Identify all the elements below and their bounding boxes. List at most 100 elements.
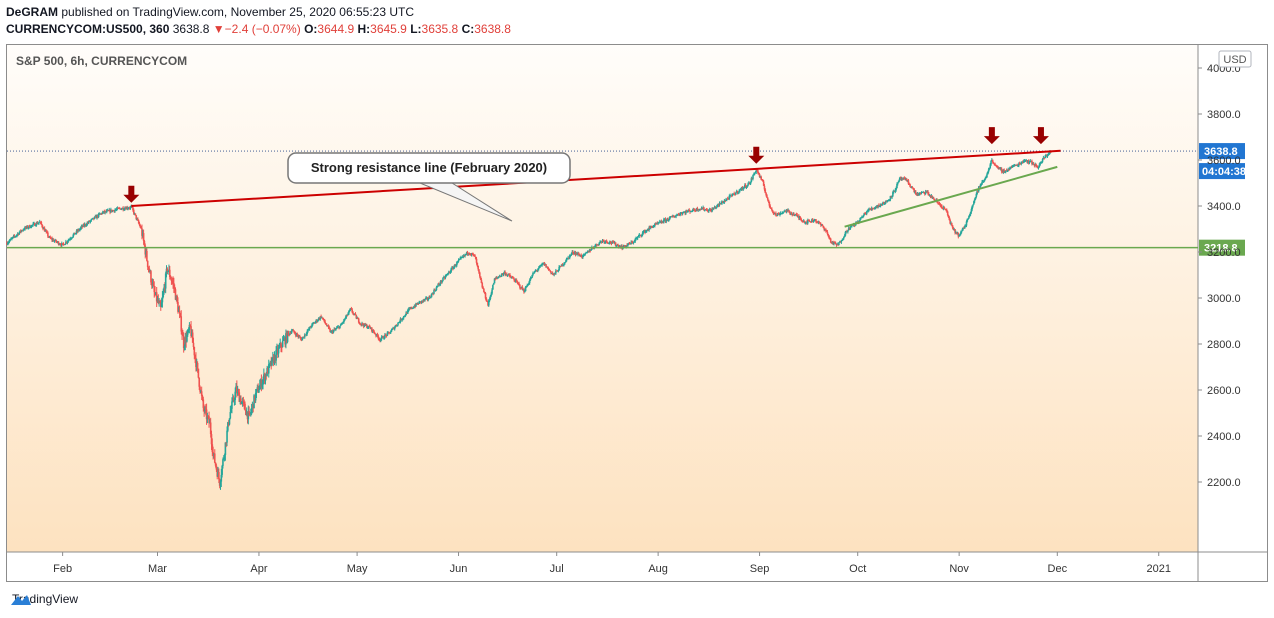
- bull-candle: [964, 226, 966, 229]
- bear-candle: [1036, 166, 1039, 169]
- bear-candle: [775, 213, 777, 216]
- bull-candle: [712, 207, 715, 210]
- bear-candle: [323, 319, 326, 322]
- current-price-label: 3638.8: [1204, 146, 1238, 158]
- bear-candle: [313, 322, 316, 324]
- bull-candle: [1046, 155, 1049, 157]
- bull-candle: [564, 262, 566, 264]
- bull-candle: [1006, 170, 1009, 172]
- bear-candle: [606, 241, 609, 243]
- bull-candle: [151, 283, 154, 286]
- cloud-logo-icon: [11, 595, 31, 605]
- bear-candle: [829, 238, 831, 240]
- bull-candle: [224, 442, 227, 455]
- bear-candle: [744, 185, 747, 188]
- bull-candle: [105, 210, 108, 212]
- bull-candle: [520, 286, 523, 289]
- bull-candle: [1013, 164, 1016, 166]
- bear-candle: [839, 241, 842, 243]
- bull-candle: [955, 232, 957, 234]
- bear-candle: [481, 283, 484, 288]
- bull-candle: [175, 295, 178, 300]
- bear-candle: [996, 166, 999, 168]
- bear-candle: [177, 302, 179, 312]
- bear-candle: [644, 230, 646, 233]
- bull-candle: [281, 340, 284, 347]
- bull-candle: [8, 240, 11, 242]
- bear-candle: [923, 191, 925, 194]
- bull-candle: [337, 326, 340, 328]
- bear-candle: [808, 220, 811, 222]
- bear-candle: [52, 239, 55, 242]
- bear-candle: [55, 239, 57, 242]
- bull-candle: [859, 217, 861, 221]
- bear-candle: [126, 207, 129, 209]
- bull-candle: [523, 291, 526, 293]
- bear-candle: [214, 462, 217, 466]
- bear-candle: [400, 318, 403, 321]
- bear-candle: [326, 324, 328, 327]
- bear-candle: [41, 224, 43, 228]
- bull-candle: [330, 330, 333, 332]
- bull-candle: [861, 217, 864, 219]
- bull-candle: [600, 241, 602, 243]
- bull-candle: [123, 208, 126, 210]
- bear-candle: [172, 281, 174, 283]
- bear-candle: [945, 209, 947, 211]
- bull-candle: [383, 338, 385, 340]
- bull-candle: [883, 203, 886, 205]
- bull-candle: [687, 210, 690, 212]
- bear-candle: [45, 230, 48, 232]
- bear-candle: [281, 346, 283, 348]
- bear-candle: [943, 207, 946, 209]
- bull-candle: [973, 199, 976, 202]
- bear-candle: [876, 206, 879, 208]
- bear-candle: [105, 211, 107, 213]
- bull-candle: [129, 206, 132, 209]
- bear-candle: [548, 268, 551, 271]
- currency-badge[interactable]: [1218, 50, 1252, 68]
- x-tick-label: Sep: [750, 563, 770, 575]
- bear-candle: [605, 240, 608, 242]
- bull-candle: [234, 391, 237, 400]
- bear-candle: [174, 289, 177, 300]
- bear-candle: [816, 221, 819, 223]
- bull-candle: [658, 221, 661, 223]
- bear-candle: [997, 166, 1000, 169]
- support-price-badge: [1199, 239, 1245, 256]
- bull-candle: [930, 195, 933, 197]
- bull-candle: [162, 292, 165, 298]
- bull-candle: [609, 241, 611, 244]
- bear-candle: [664, 219, 667, 222]
- bull-candle: [1038, 164, 1041, 168]
- chart-frame: [6, 44, 1268, 582]
- bull-candle: [18, 232, 21, 235]
- bear-candle: [801, 220, 803, 222]
- bull-candle: [127, 208, 129, 210]
- bear-candle: [587, 250, 590, 253]
- bull-candle: [661, 222, 664, 224]
- bull-candle: [780, 212, 783, 214]
- bull-candle: [217, 471, 219, 477]
- bull-candle: [1029, 160, 1032, 162]
- bull-candle: [831, 241, 834, 243]
- bull-candle: [371, 329, 374, 332]
- bull-candle: [236, 390, 239, 394]
- bear-candle: [354, 313, 357, 315]
- bull-candle: [91, 218, 93, 220]
- tradingview-logo[interactable]: TradingView: [8, 592, 78, 606]
- plot-background: [7, 45, 1198, 552]
- bull-candle: [336, 327, 339, 329]
- bull-candle: [407, 309, 410, 311]
- bull-candle: [858, 220, 861, 223]
- bear-candle: [382, 336, 385, 339]
- bear-candle: [999, 168, 1001, 170]
- bull-candle: [11, 236, 14, 239]
- bull-candle: [731, 193, 734, 196]
- bull-candle: [191, 332, 193, 337]
- bull-candle: [962, 227, 965, 229]
- bull-candle: [165, 268, 168, 274]
- bear-candle: [88, 220, 91, 222]
- bull-candle: [812, 221, 815, 223]
